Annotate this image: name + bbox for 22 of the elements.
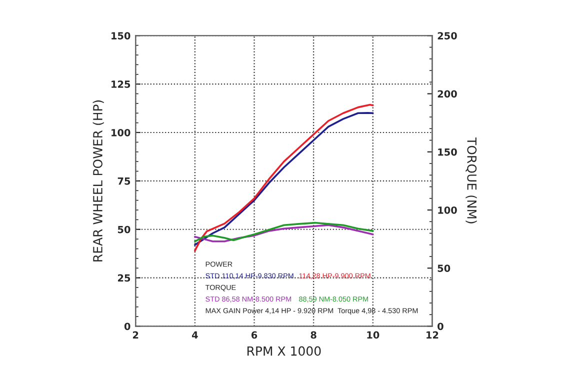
y-tick-label: 150	[112, 32, 130, 40]
y-tick-label: 25	[118, 274, 130, 282]
y-axis-title: REAR WHEEL POWER (HP)	[92, 100, 104, 262]
y2-tick-label: 200	[438, 90, 457, 98]
y-tick-label: 100	[112, 128, 130, 136]
y2-tick-label: 50	[438, 264, 450, 272]
x-tick-label: 6	[251, 331, 258, 339]
y2-tick-label: 100	[438, 206, 457, 214]
x-axis-title: RPM X 1000	[247, 346, 321, 356]
x-tick-label: 2	[132, 331, 138, 338]
y-tick-label: 75	[118, 178, 130, 185]
x-tick-label: 12	[426, 331, 438, 338]
y2-tick-label: 250	[438, 32, 457, 40]
y2-tick-label: 0	[438, 322, 444, 330]
x-tick-label: 4	[192, 331, 198, 338]
y-tick-label: 125	[112, 80, 130, 88]
x-tick-label: 8	[310, 331, 316, 339]
y2-axis-title: TORQUE (NM)	[466, 137, 477, 224]
y-tick-label: 50	[118, 226, 130, 234]
y2-tick-label: 150	[438, 148, 457, 156]
x-tick-label: 10	[367, 331, 380, 339]
y-tick-label: 0	[124, 322, 130, 330]
